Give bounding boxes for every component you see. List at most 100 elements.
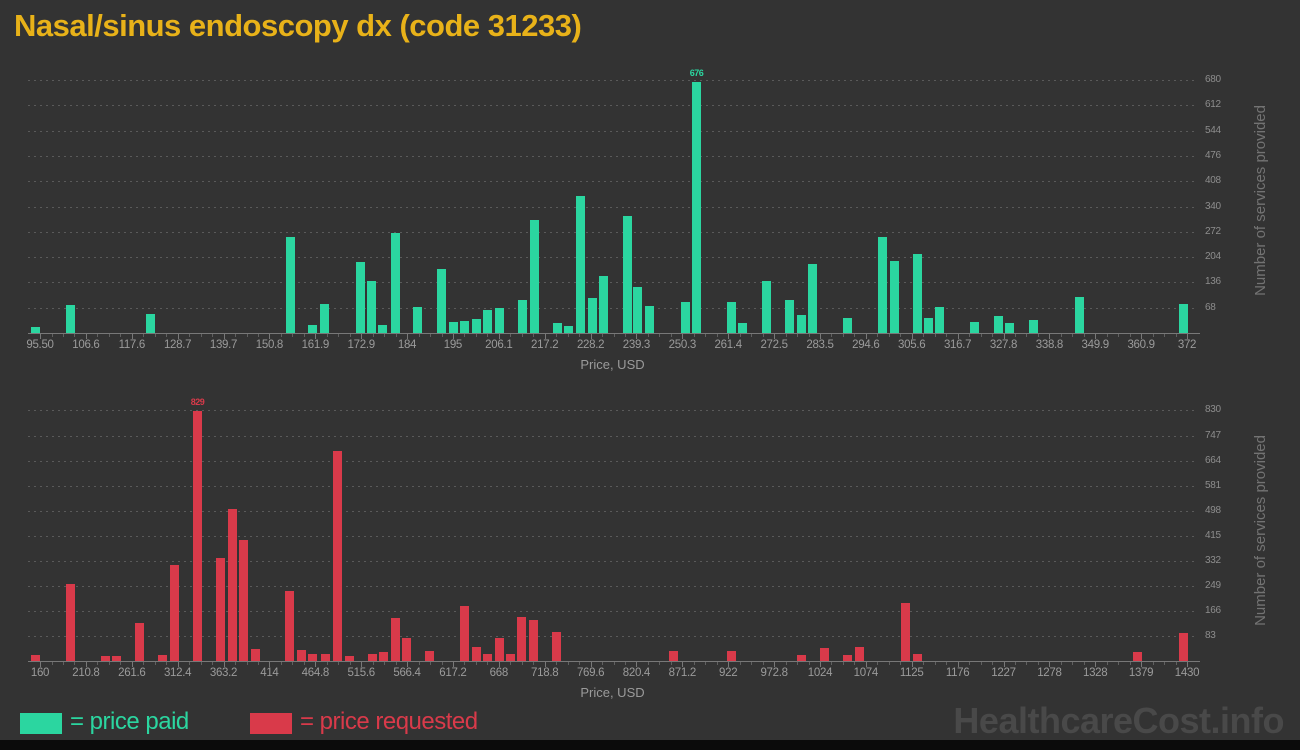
histogram-bar[interactable] — [623, 215, 632, 333]
histogram-bar[interactable] — [321, 654, 330, 661]
histogram-bar[interactable] — [935, 307, 944, 333]
histogram-bar[interactable] — [413, 307, 422, 333]
histogram-bar[interactable] — [345, 655, 354, 661]
histogram-bar[interactable] — [1133, 651, 1142, 661]
histogram-bar[interactable] — [890, 260, 899, 333]
histogram-bar[interactable] — [843, 317, 852, 333]
histogram-bar[interactable] — [576, 195, 585, 333]
histogram-bar[interactable] — [970, 322, 979, 333]
gridline — [28, 535, 1197, 537]
histogram-bar[interactable] — [681, 302, 690, 333]
histogram-bar[interactable] — [820, 647, 829, 661]
histogram-bar[interactable] — [31, 655, 40, 661]
histogram-bar[interactable] — [391, 233, 400, 333]
histogram-bar[interactable] — [785, 300, 794, 333]
histogram-bar[interactable] — [483, 309, 492, 333]
histogram-bar[interactable] — [472, 646, 481, 661]
histogram-bar[interactable] — [495, 307, 504, 333]
histogram-bar[interactable] — [193, 410, 202, 661]
histogram-bar[interactable] — [1005, 322, 1014, 333]
histogram-bar[interactable] — [855, 647, 864, 661]
histogram-bar[interactable] — [170, 565, 179, 661]
x-axis-line — [28, 661, 1200, 662]
histogram-bar[interactable] — [924, 318, 933, 333]
histogram-bar[interactable] — [727, 301, 736, 333]
histogram-bar[interactable] — [1179, 304, 1188, 333]
histogram-bar[interactable] — [727, 650, 736, 661]
x-tick-label: 117.6 — [118, 339, 146, 351]
x-tick-label: 172.9 — [347, 339, 376, 351]
histogram-bar[interactable] — [1075, 296, 1084, 333]
histogram-bar[interactable] — [506, 654, 515, 661]
histogram-bar[interactable] — [460, 605, 469, 661]
histogram-bar[interactable] — [285, 591, 294, 661]
x-tick-major — [177, 662, 179, 667]
histogram-bar[interactable] — [460, 321, 469, 333]
histogram-bar[interactable] — [564, 325, 573, 333]
histogram-bar[interactable] — [483, 653, 492, 661]
histogram-bar[interactable] — [449, 321, 458, 333]
histogram-bar[interactable] — [808, 264, 817, 333]
x-tick-major — [1095, 334, 1097, 339]
histogram-bar[interactable] — [797, 314, 806, 333]
histogram-bar[interactable] — [1179, 632, 1188, 661]
histogram-bar[interactable] — [913, 653, 922, 661]
x-tick-minor — [900, 334, 902, 337]
histogram-bar[interactable] — [552, 632, 561, 661]
histogram-bar[interactable] — [518, 299, 527, 333]
histogram-bar[interactable] — [378, 324, 387, 333]
histogram-bar[interactable] — [356, 262, 365, 333]
histogram-bar[interactable] — [669, 650, 678, 661]
histogram-bar[interactable] — [437, 268, 446, 333]
histogram-bar[interactable] — [146, 313, 155, 333]
histogram-bar[interactable] — [692, 81, 701, 333]
histogram-bar[interactable] — [517, 616, 526, 661]
histogram-bar[interactable] — [913, 254, 922, 333]
histogram-bar[interactable] — [391, 617, 400, 661]
histogram-bar[interactable] — [588, 298, 597, 333]
histogram-bar[interactable] — [239, 539, 248, 661]
histogram-bar[interactable] — [495, 638, 504, 661]
histogram-bar[interactable] — [320, 304, 329, 333]
histogram-bar[interactable] — [101, 655, 110, 661]
histogram-bar[interactable] — [553, 323, 562, 333]
legend-paid-label: = price paid — [70, 708, 189, 735]
histogram-bar[interactable] — [251, 649, 260, 661]
histogram-bar[interactable] — [878, 237, 887, 333]
histogram-bar[interactable] — [901, 602, 910, 661]
histogram-bar[interactable] — [112, 656, 121, 661]
histogram-bar[interactable] — [308, 324, 317, 333]
histogram-bar[interactable] — [1029, 320, 1038, 333]
histogram-bar[interactable] — [797, 655, 806, 661]
histogram-bar[interactable] — [308, 654, 317, 661]
y-tick-label: 581 — [1205, 479, 1221, 491]
histogram-bar[interactable] — [286, 237, 295, 333]
histogram-bar[interactable] — [402, 638, 411, 661]
histogram-bar[interactable] — [994, 315, 1003, 333]
histogram-bar[interactable] — [530, 219, 539, 333]
histogram-bar[interactable] — [66, 305, 75, 333]
histogram-bar[interactable] — [135, 623, 144, 661]
histogram-bar[interactable] — [368, 653, 377, 661]
histogram-bar[interactable] — [425, 650, 434, 661]
x-tick-major — [223, 662, 225, 667]
x-tick-major — [911, 662, 913, 667]
histogram-bar[interactable] — [843, 654, 852, 661]
histogram-bar[interactable] — [599, 276, 608, 333]
x-tick-minor — [97, 334, 99, 337]
histogram-bar[interactable] — [216, 558, 225, 661]
histogram-bar[interactable] — [158, 655, 167, 661]
histogram-bar[interactable] — [472, 318, 481, 333]
histogram-bar[interactable] — [228, 509, 237, 661]
histogram-bar[interactable] — [633, 286, 642, 333]
histogram-bar[interactable] — [379, 652, 388, 661]
histogram-bar[interactable] — [333, 450, 342, 661]
histogram-bar[interactable] — [367, 280, 376, 333]
histogram-bar[interactable] — [645, 306, 654, 333]
histogram-bar[interactable] — [297, 650, 306, 661]
histogram-bar[interactable] — [66, 584, 75, 661]
histogram-bar[interactable] — [31, 327, 40, 333]
histogram-bar[interactable] — [529, 619, 538, 661]
histogram-bar[interactable] — [762, 280, 771, 333]
histogram-bar[interactable] — [738, 323, 747, 333]
